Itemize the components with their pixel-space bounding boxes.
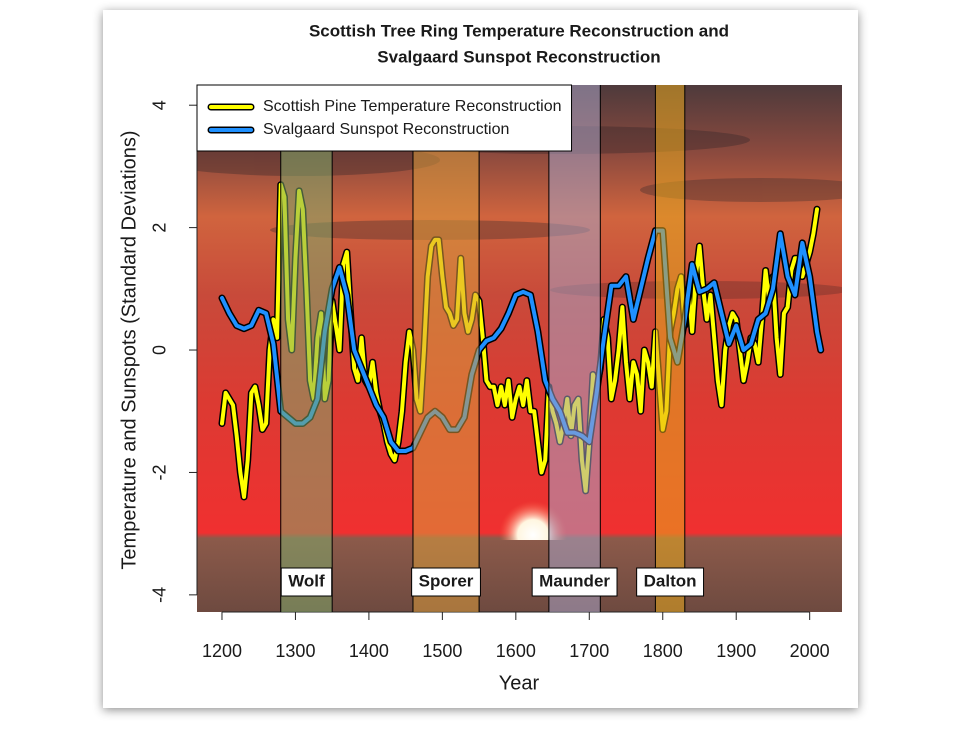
period-label: Wolf <box>288 571 325 590</box>
plot: 1200 1300 1400 1500 1600 1700 1800 1900 2000 -4 -2… <box>150 84 830 661</box>
x-tick-label: 1600 <box>496 641 536 661</box>
period-band <box>412 85 480 612</box>
period-label-box <box>280 567 333 597</box>
chart-title: Scottish Tree Ring Temperature Reconstru… <box>309 21 729 40</box>
period-band <box>280 85 333 612</box>
chart-title: Svalgaard Sunspot Reconstruction <box>377 47 660 66</box>
legend: Scottish Pine Temperature Reconstruction… <box>196 84 573 152</box>
y-axis-label: Temperature and Sunspots (Standard Devia… <box>118 130 140 569</box>
x-tick-label: 1900 <box>716 641 756 661</box>
x-tick-label: 2000 <box>790 641 830 661</box>
x-tick-label: 1300 <box>275 641 315 661</box>
y-tick-label: 2 <box>150 223 170 233</box>
legend-label: Svalgaard Sunspot Reconstruction <box>263 121 509 138</box>
period-label-box <box>531 567 618 597</box>
period-label: Sporer <box>419 571 474 590</box>
period-label: Maunder <box>539 571 610 590</box>
x-tick-label: 1800 <box>643 641 683 661</box>
y-tick-label: -2 <box>150 464 170 480</box>
y-tick-label: -4 <box>150 587 170 603</box>
x-tick-label: 1200 <box>202 641 242 661</box>
period-label-box <box>411 567 481 597</box>
period-band <box>655 85 685 612</box>
legend-label: Scottish Pine Temperature Reconstruction <box>263 98 562 115</box>
legend-box <box>196 84 573 152</box>
x-tick-label: 1700 <box>569 641 609 661</box>
y-tick-label: 4 <box>150 100 170 110</box>
x-tick-label: 1500 <box>422 641 462 661</box>
y-tick-label: 0 <box>150 345 170 355</box>
period-label-box <box>636 567 705 597</box>
x-axis-label: Year <box>499 672 540 694</box>
period-band <box>548 85 601 612</box>
period-label: Dalton <box>644 571 697 590</box>
x-tick-label: 1400 <box>349 641 389 661</box>
